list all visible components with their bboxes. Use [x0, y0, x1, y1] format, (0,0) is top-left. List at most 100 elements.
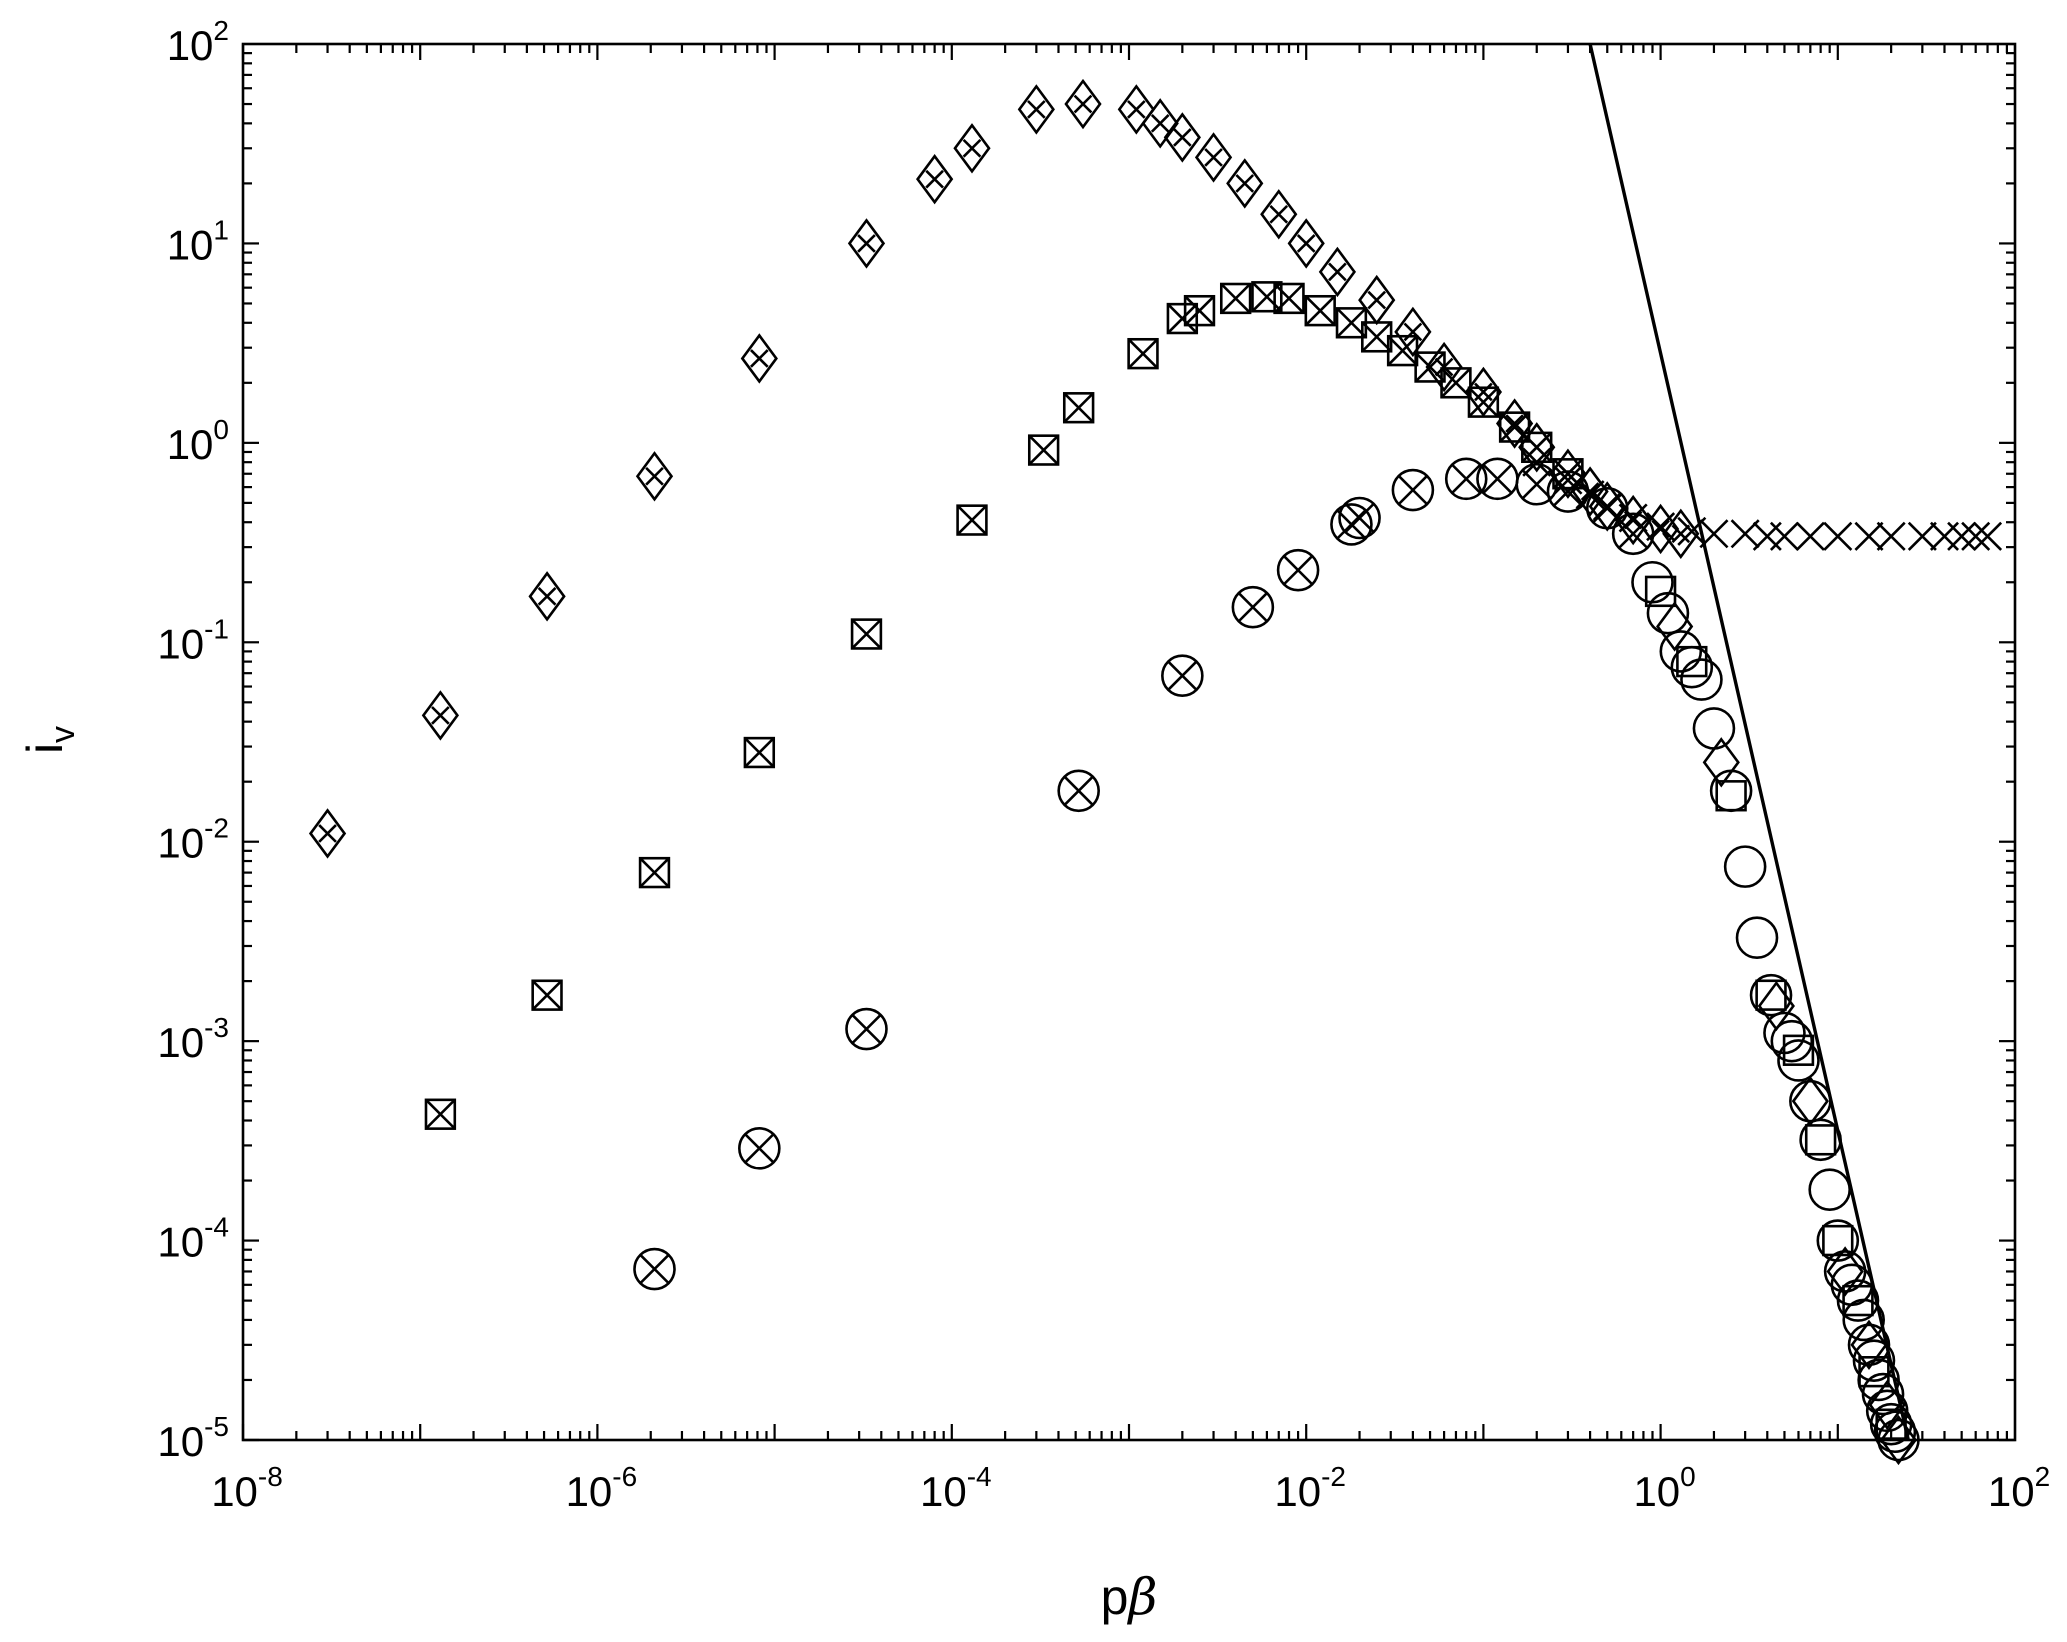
data-point-circle	[1842, 1298, 1885, 1342]
data-point-circle	[1749, 973, 1793, 1017]
data-point-square-cross	[531, 979, 563, 1011]
y-tick-label: 102	[167, 15, 229, 69]
data-point-circle-cross	[738, 1127, 781, 1170]
data-point-square-cross	[1386, 334, 1419, 367]
y-tick-label: 10-1	[157, 613, 229, 667]
data-point-diamond-cross	[1287, 218, 1325, 269]
data-point-square	[1804, 1124, 1837, 1156]
data-point-diamond-cross	[1163, 112, 1201, 163]
data-point-circle	[1852, 1339, 1896, 1382]
svg-text:iv: iv	[17, 726, 82, 754]
y-tick-label: 100	[167, 414, 229, 468]
y-tick-labels: 10-5 10-4 10-3 10-2 10-1 100 101 102	[157, 15, 229, 1465]
data-point-x	[1752, 521, 1782, 551]
x-tick-label: 102	[1988, 1461, 2050, 1515]
data-point-square-cross	[638, 856, 671, 889]
data-point-diamond-cross	[740, 333, 778, 384]
data-point-square-cross	[1127, 337, 1159, 370]
data-point-diamond-cross	[1141, 98, 1179, 149]
x-tick-label: 10-6	[566, 1461, 638, 1515]
data-point-x	[1854, 521, 1884, 551]
data-point-circle-cross	[1338, 496, 1381, 540]
data-point-diamond	[1879, 1414, 1918, 1466]
data-point-circle	[1659, 630, 1703, 673]
data-point-circle	[1789, 1079, 1832, 1123]
data-point-x	[1699, 519, 1729, 549]
data-point-square-cross	[1062, 392, 1095, 424]
data-point-diamond-cross	[528, 571, 566, 622]
data-point-diamond	[1791, 1075, 1829, 1127]
data-point-circle-cross	[1515, 462, 1559, 506]
data-point-circle	[1723, 845, 1767, 888]
data-point-x	[1876, 521, 1906, 551]
data-point-diamond-cross	[1226, 158, 1264, 209]
fit-line-layer	[1588, 44, 1910, 1440]
y-tick-label: 10-2	[157, 813, 229, 867]
data-point-diamond-cross	[953, 123, 991, 174]
data-point-diamond-cross	[421, 690, 460, 741]
data-point-square-cross	[1521, 431, 1553, 463]
data-point-square	[1782, 1034, 1815, 1066]
data-point-diamond-cross	[1117, 84, 1155, 135]
data-point-square	[1644, 575, 1677, 608]
data-point-square	[1858, 1356, 1890, 1388]
data-point-diamond	[1656, 601, 1694, 652]
data-point-square-cross	[1440, 367, 1472, 399]
data-point-x	[1646, 512, 1676, 542]
data-points	[308, 78, 2003, 1466]
data-point-diamond-cross	[1318, 246, 1357, 298]
data-point-circle-cross	[1476, 457, 1519, 501]
data-point-diamond-cross	[1064, 78, 1102, 130]
data-point-x	[1522, 447, 1552, 477]
data-point-square-cross	[850, 618, 883, 650]
data-point-square-cross	[1166, 302, 1199, 335]
data-point-x	[1592, 491, 1622, 521]
data-point-circle	[1735, 916, 1779, 960]
data-point-x	[1795, 521, 1825, 551]
data-point-diamond-cross	[308, 808, 347, 859]
data-point-circle-cross	[633, 1247, 676, 1291]
data-point-diamond	[1868, 1379, 1906, 1431]
data-point-circle	[1631, 560, 1674, 604]
data-point-circle-cross	[1231, 585, 1275, 629]
data-point-diamond-cross	[1194, 132, 1233, 183]
data-point-diamond-cross	[1662, 508, 1700, 559]
y-axis-label: iv	[17, 726, 82, 754]
data-point-diamond-cross	[1260, 189, 1298, 240]
data-point-diamond	[1757, 980, 1795, 1032]
data-point-x	[1553, 465, 1583, 495]
y-tick-label: 101	[167, 214, 229, 268]
data-point-circle	[1799, 1118, 1842, 1162]
data-point-circle-cross	[1444, 457, 1488, 501]
y-tick-label: 10-4	[157, 1212, 229, 1266]
data-point-square-cross	[1027, 434, 1060, 466]
data-point-x	[1907, 521, 1937, 551]
data-point-x	[1618, 503, 1648, 533]
data-point-circle-cross	[1161, 654, 1204, 697]
data-point-circle-cross	[1546, 470, 1590, 513]
data-point-circle	[1646, 591, 1690, 635]
data-point-x	[1973, 521, 2003, 551]
data-point-circle	[1777, 1039, 1820, 1082]
data-point-diamond	[1702, 737, 1740, 788]
data-point-circle	[1808, 1168, 1851, 1211]
y-tick-label: 10-5	[157, 1411, 229, 1465]
data-point-circle	[1873, 1410, 1917, 1454]
data-point-square	[1842, 1284, 1874, 1317]
data-point-square-cross	[956, 504, 988, 536]
axis-ticks	[241, 44, 2015, 1442]
y-tick-label: 10-3	[157, 1012, 229, 1066]
data-point-circle	[1836, 1279, 1880, 1322]
data-point-diamond	[1826, 1246, 1864, 1297]
x-tick-label: 10-8	[211, 1461, 283, 1515]
data-point-diamond	[1850, 1319, 1888, 1371]
data-point-circle	[1847, 1323, 1891, 1367]
x-tick-label: 10-4	[920, 1461, 992, 1515]
x-tick-label: 10-2	[1274, 1461, 1346, 1515]
data-point-diamond-cross	[635, 451, 674, 502]
data-point-x	[1823, 521, 1853, 551]
data-point-square-cross	[1498, 411, 1531, 443]
data-point-circle	[1680, 658, 1723, 701]
data-point-square-cross	[424, 1098, 457, 1130]
